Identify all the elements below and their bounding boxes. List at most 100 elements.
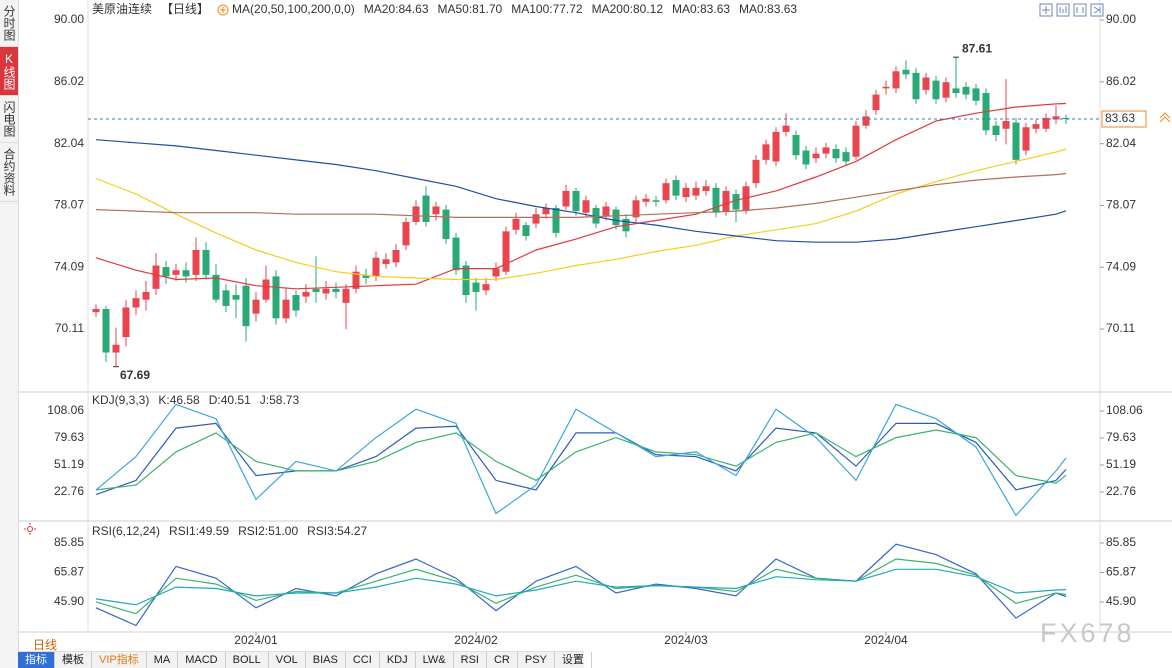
candle-body	[132, 298, 140, 308]
candle-body	[902, 69, 910, 75]
candle-body	[562, 190, 570, 207]
add-indicator-icon	[217, 4, 229, 16]
candle-body	[412, 206, 420, 223]
candle-body	[112, 344, 120, 353]
sidebar-tab[interactable]: 合约资料	[0, 143, 18, 202]
period-text[interactable]: 日线	[33, 638, 58, 652]
indicator-tab[interactable]: BOLL	[226, 652, 269, 668]
candle-body	[152, 265, 160, 289]
y-tick-label: 70.11	[1106, 321, 1135, 335]
candle-body	[832, 148, 840, 159]
y-tick-label: 74.09	[54, 259, 84, 273]
legend-entry: MA100:77.72	[511, 2, 583, 16]
sidebar-tab[interactable]: K线图	[0, 47, 18, 96]
indicator-tab[interactable]: BIAS	[306, 652, 346, 668]
candle-body	[472, 282, 480, 292]
y-tick-label: 108.06	[47, 403, 84, 417]
candle-body	[502, 231, 510, 272]
candle-body	[492, 268, 500, 277]
y-tick-label: 82.04	[1106, 136, 1136, 150]
candle-body	[652, 200, 660, 202]
legend-entry: MA50:81.70	[438, 2, 503, 16]
x-tick-label: 2024/01	[234, 633, 278, 647]
series-line	[95, 543, 1067, 627]
indicator-tab[interactable]: CR	[487, 652, 518, 668]
y-tick-label: 79.63	[54, 430, 84, 444]
sidebar-tab[interactable]: 分时图	[0, 0, 18, 47]
candle-body	[1002, 121, 1010, 129]
toolbar-icons[interactable]	[1039, 3, 1104, 17]
candle-body	[1042, 117, 1050, 129]
indicator-title: 美原油连续	[92, 1, 152, 16]
legend-entry: RSI1:49.59	[169, 524, 229, 538]
y-tick-label: 45.90	[1106, 594, 1136, 608]
legend-entry: MA0:83.63	[672, 2, 730, 16]
indicator-tab[interactable]: KDJ	[380, 652, 416, 668]
candle-body	[992, 125, 1000, 136]
last-price-label: 83.63	[1105, 111, 1135, 125]
candle-body	[362, 274, 370, 278]
watermark: FX678	[1040, 618, 1135, 648]
candle-body	[462, 265, 470, 296]
indicator-tab[interactable]: CCI	[346, 652, 380, 668]
y-tick-label: 78.07	[54, 198, 84, 212]
y-tick-label: 51.19	[54, 457, 84, 471]
candle-body	[432, 206, 440, 215]
indicator-tab[interactable]: MACD	[178, 652, 226, 668]
y-tick-label: 51.19	[1106, 457, 1136, 471]
candle-body	[1022, 127, 1030, 151]
candle-body	[352, 271, 360, 289]
high-label: 87.61	[962, 41, 992, 55]
indicator-tab[interactable]: VOL	[269, 652, 306, 668]
sidebar-tab[interactable]: 闪电图	[0, 96, 18, 143]
candle-body	[1032, 124, 1040, 129]
y-tick-label: 65.87	[1106, 565, 1136, 579]
candle-body	[272, 276, 280, 319]
y-tick-label: 85.85	[54, 535, 84, 549]
price-arrow-icon	[1159, 112, 1171, 123]
indicator-tab[interactable]: 设置	[555, 652, 592, 668]
candle-body	[442, 209, 450, 240]
candle-body	[932, 80, 940, 100]
series-line	[95, 139, 1067, 243]
period: 【日线】	[161, 2, 209, 16]
indicator-tab[interactable]: 指标	[18, 652, 55, 668]
candle-body	[912, 72, 920, 100]
candle-body	[822, 147, 830, 154]
candle-body	[482, 284, 490, 291]
candle-body	[842, 152, 850, 162]
sidebar: 分时图 K线图 闪电图 合约资料	[0, 0, 19, 668]
indicator-tab[interactable]: VIP指标	[92, 652, 147, 668]
indicator-tab[interactable]: PSY	[518, 652, 555, 668]
x-tick-label: 2024/03	[664, 633, 708, 647]
candle-body	[522, 225, 530, 236]
y-tick-label: 45.90	[54, 594, 84, 608]
indicator-tab[interactable]: LW&	[416, 652, 454, 668]
candle-body	[732, 194, 740, 210]
candle-body	[342, 288, 350, 303]
candle-body	[792, 135, 800, 156]
indicator-tab[interactable]: 模板	[55, 652, 92, 668]
series-line	[95, 568, 1067, 606]
candle-body	[392, 249, 400, 263]
candle-body	[122, 307, 130, 337]
y-tick-label: 78.07	[1106, 198, 1136, 212]
y-tick-label: 74.09	[1106, 259, 1136, 273]
indicator-tab[interactable]: MA	[147, 652, 179, 668]
legend-entry: K:46.58	[158, 393, 200, 407]
rsi-icon	[24, 523, 36, 535]
indicator-tab[interactable]: RSI	[454, 652, 487, 668]
candle-body	[322, 288, 330, 294]
candle-body	[812, 153, 820, 159]
candle-body	[952, 88, 960, 94]
y-tick-label: 90.00	[54, 12, 84, 26]
candle-body	[662, 183, 670, 201]
series-line	[95, 102, 1067, 290]
candle-body	[592, 208, 600, 224]
candle-body	[752, 159, 760, 184]
y-tick-label: 86.02	[1106, 74, 1136, 88]
candle-body	[512, 218, 520, 230]
candle-body	[692, 187, 700, 196]
candle-body	[602, 206, 610, 216]
